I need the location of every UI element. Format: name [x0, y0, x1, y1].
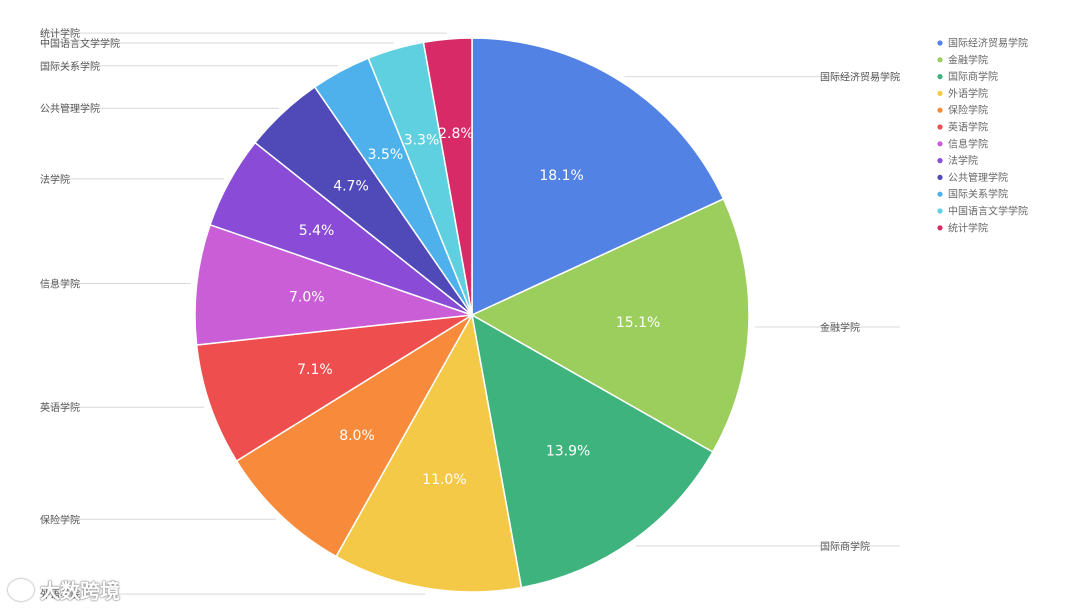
- slice-2: [470, 197, 750, 454]
- category-label-9: 公共管理学院: [40, 102, 100, 115]
- pct-label-6: 7.1%: [297, 362, 333, 378]
- category-label-12: 统计学院: [40, 27, 80, 40]
- legend-label-5: 保险学院: [948, 104, 988, 117]
- pct-label-2: 15.1%: [616, 315, 660, 331]
- slice-4: [335, 312, 523, 593]
- slice-6: [195, 314, 473, 463]
- category-label-5: 保险学院: [40, 513, 80, 526]
- legend-label-4: 外语学院: [948, 87, 988, 100]
- pct-label-3: 13.9%: [546, 444, 590, 460]
- category-label-4: 外语学院: [40, 588, 80, 601]
- legend-marker-8: [937, 158, 943, 164]
- legend-label-1: 国际经济贸易学院: [948, 37, 1028, 50]
- pct-label-1: 18.1%: [539, 168, 583, 184]
- legend-marker-7: [937, 141, 943, 147]
- legend-label-9: 公共管理学院: [948, 171, 1008, 184]
- legend-marker-12: [937, 225, 943, 231]
- legend-marker-5: [937, 107, 943, 113]
- legend-marker-9: [937, 174, 943, 180]
- legend-label-3: 国际商学院: [948, 70, 998, 83]
- watermark-text: 大数跨境: [40, 579, 120, 603]
- slice-1: [471, 37, 725, 317]
- legend-marker-4: [937, 90, 943, 96]
- category-label-1: 国际经济贸易学院: [820, 71, 900, 84]
- legend-marker-6: [937, 124, 943, 130]
- legend-label-8: 法学院: [948, 154, 978, 167]
- percentage-labels: 18.1% 15.1% 13.9% 11.0% 8.0% 7.1% 7.0% 5.4% 4.7%…: [289, 126, 660, 488]
- category-label-3: 国际商学院: [820, 540, 870, 553]
- legend-label-10: 国际关系学院: [948, 188, 1008, 201]
- watermark: 大数跨境: [8, 575, 120, 604]
- watermark-logo-icon: [8, 578, 34, 601]
- slice-5: [235, 314, 473, 558]
- legend-marker-10: [937, 191, 943, 197]
- pie-slices: [194, 37, 750, 593]
- legend-marker-3: [937, 74, 943, 80]
- pct-label-8: 5.4%: [299, 223, 335, 239]
- category-label-11: 中国语言文学学院: [40, 37, 120, 50]
- legend-label-2: 金融学院: [948, 53, 988, 66]
- category-label-6: 英语学院: [40, 401, 80, 414]
- legend-label-12: 统计学院: [948, 221, 988, 234]
- category-label-2: 金融学院: [820, 321, 860, 334]
- legend-marker-11: [937, 208, 943, 214]
- category-label-8: 法学院: [40, 173, 70, 186]
- category-label-10: 国际关系学院: [40, 60, 100, 73]
- legend-marker-2: [937, 57, 943, 63]
- legend-label-7: 信息学院: [948, 137, 988, 150]
- pct-label-10: 3.5%: [368, 147, 404, 163]
- legend: 国际经济贸易学院金融学院国际商学院外语学院保险学院英语学院信息学院法学院公共管理…: [937, 37, 1028, 234]
- legend-marker-1: [937, 40, 943, 46]
- pct-label-12: 2.8%: [438, 126, 474, 142]
- slice-3: [470, 313, 714, 589]
- legend-label-11: 中国语言文学学院: [948, 205, 1028, 218]
- pct-label-4: 11.0%: [422, 472, 466, 488]
- legend-label-6: 英语学院: [948, 121, 988, 134]
- category-label-7: 信息学院: [40, 278, 80, 291]
- pct-label-7: 7.0%: [289, 290, 325, 306]
- slice-7: [194, 223, 473, 346]
- leader-lines: [40, 32, 900, 595]
- pct-label-5: 8.0%: [339, 428, 375, 444]
- pct-label-11: 3.3%: [404, 132, 440, 148]
- pct-label-9: 4.7%: [333, 179, 369, 195]
- slice-12: [422, 37, 473, 316]
